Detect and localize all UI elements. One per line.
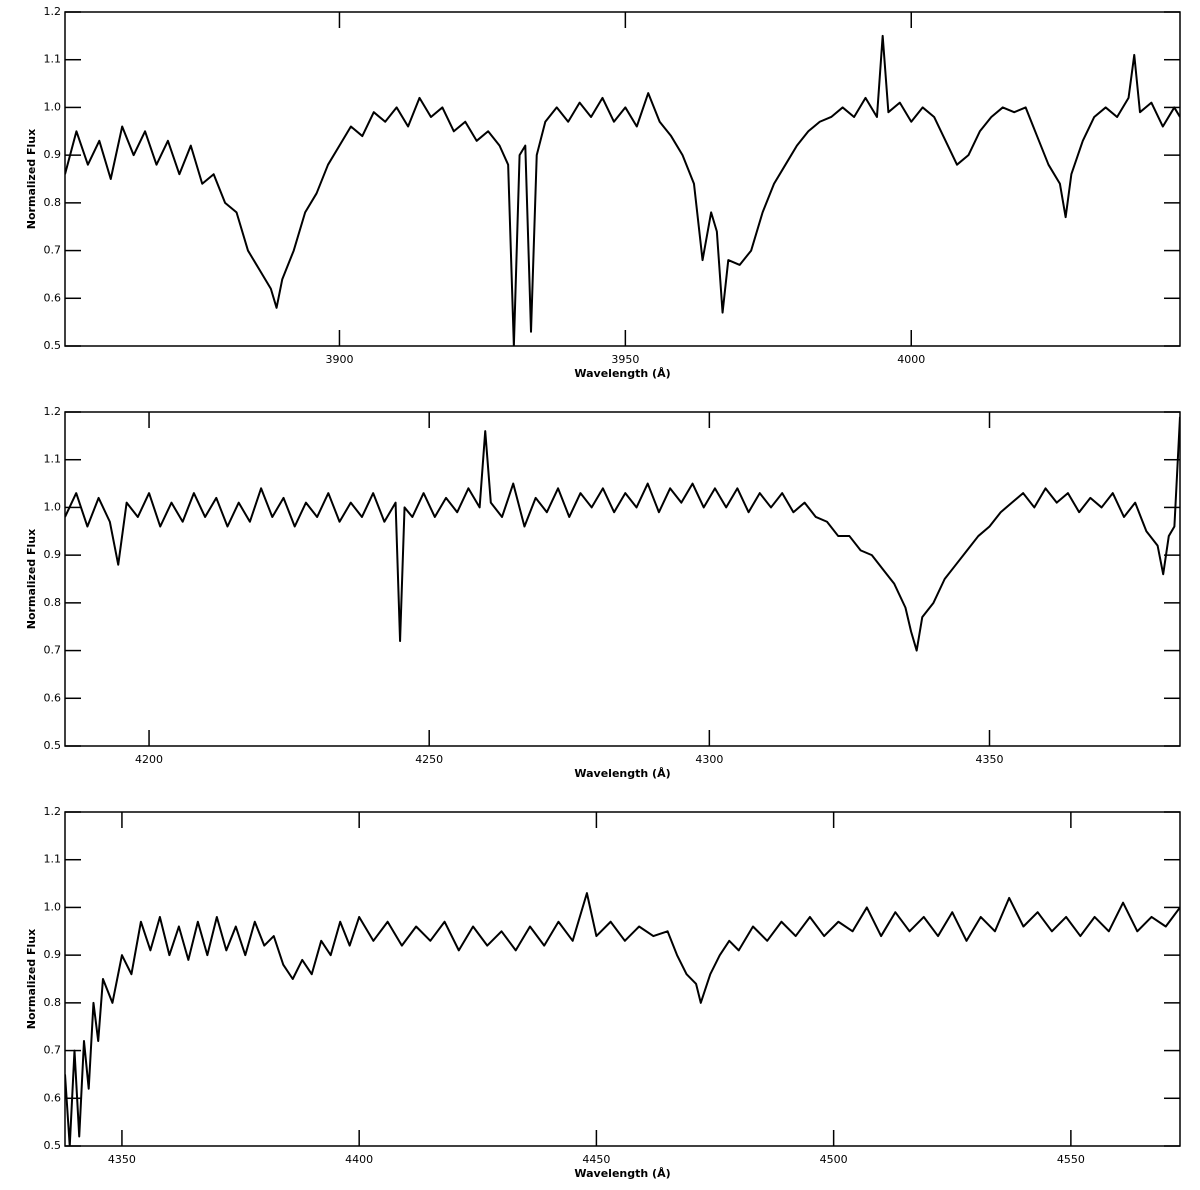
x-tick-label: 4500: [820, 1153, 848, 1166]
y-tick-label: 1.1: [44, 453, 62, 466]
y-axis-label: Normalized Flux: [25, 129, 38, 229]
panel: 0.5 0.6 0.7 0.8 0.9 1.0 1.1 1.2 4200 4250 4300 4350…: [25, 405, 1181, 780]
y-tick-label: 0.5: [44, 739, 62, 752]
x-tick-label: 4450: [582, 1153, 610, 1166]
x-tick-label: 4400: [345, 1153, 373, 1166]
x-axis-label: Wavelength (Å): [574, 367, 670, 380]
y-tick-label: 0.8: [44, 196, 62, 209]
y-tick-label: 1.0: [44, 500, 62, 513]
y-tick-label: 1.2: [44, 405, 62, 418]
y-axis-label: Normalized Flux: [25, 529, 38, 629]
x-axis-label: Wavelength (Å): [574, 767, 670, 780]
plot-frame: [64, 11, 1181, 347]
y-tick-label: 0.6: [44, 1091, 62, 1104]
panel: 0.5 0.6 0.7 0.8 0.9 1.0 1.1 1.2 3900 3950 4000 Wave…: [25, 5, 1181, 380]
y-tick-label: 0.5: [44, 1139, 62, 1152]
y-tick-label: 0.8: [44, 996, 62, 1009]
spectrum-line: [65, 416, 1180, 652]
x-tick-label: 4250: [415, 753, 443, 766]
y-axis-label: Normalized Flux: [25, 929, 38, 1029]
y-tick-label: 0.9: [44, 148, 62, 161]
plot-frame: [64, 811, 1181, 1147]
x-tick-label: 4350: [108, 1153, 136, 1166]
y-tick-label: 0.9: [44, 948, 62, 961]
x-tick-label: 3900: [325, 353, 353, 366]
x-axis-label: Wavelength (Å): [574, 1167, 670, 1180]
y-tick-label: 0.6: [44, 691, 62, 704]
y-tick-label: 0.9: [44, 548, 62, 561]
y-tick-label: 0.8: [44, 596, 62, 609]
y-tick-label: 0.7: [44, 244, 62, 257]
x-tick-label: 4300: [695, 753, 723, 766]
y-tick-label: 0.7: [44, 644, 62, 657]
x-tick-label: 4000: [897, 353, 925, 366]
y-tick-label: 1.0: [44, 900, 62, 913]
x-tick-label: 4350: [975, 753, 1003, 766]
x-tick-label: 4550: [1057, 1153, 1085, 1166]
y-tick-label: 0.7: [44, 1044, 62, 1057]
y-tick-label: 1.1: [44, 53, 62, 66]
spectrum-line: [65, 892, 1180, 1146]
y-tick-label: 1.2: [44, 5, 62, 18]
x-tick-label: 3950: [611, 353, 639, 366]
y-tick-label: 0.6: [44, 291, 62, 304]
y-tick-label: 0.5: [44, 339, 62, 352]
panel: 0.5 0.6 0.7 0.8 0.9 1.0 1.1 1.2 4350 4400 4450 4500…: [25, 805, 1181, 1180]
y-tick-label: 1.1: [44, 853, 62, 866]
y-tick-label: 1.0: [44, 100, 62, 113]
y-tick-label: 1.2: [44, 805, 62, 818]
x-tick-label: 4200: [135, 753, 163, 766]
plot-frame: [64, 411, 1181, 747]
spectrum-line: [65, 34, 1180, 346]
